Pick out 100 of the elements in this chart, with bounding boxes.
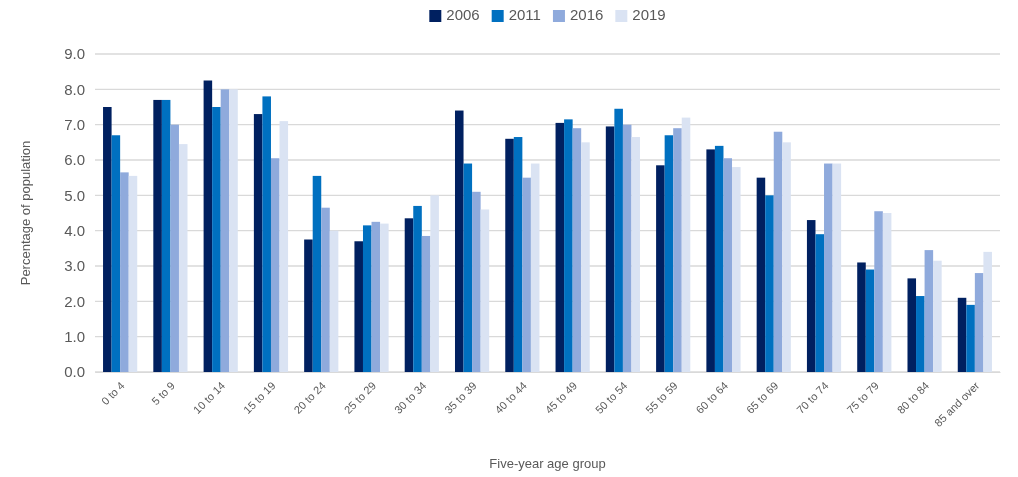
y-tick-label: 8.0 [64, 80, 85, 98]
bar [756, 177, 766, 372]
bar [472, 191, 481, 372]
bar [732, 167, 741, 372]
bar [916, 296, 925, 372]
bar [614, 108, 623, 372]
x-tick-label: 65 to 69 [743, 379, 781, 416]
bar [865, 269, 875, 372]
bar [824, 163, 833, 372]
bar [907, 278, 917, 372]
bar [673, 128, 682, 372]
bar [983, 251, 992, 372]
bar [564, 119, 573, 372]
y-tick-label: 4.0 [64, 221, 85, 239]
x-axis-title: Five-year age group [489, 456, 606, 471]
legend-label: 2016 [569, 6, 604, 23]
x-tick-label: 80 to 84 [894, 379, 932, 416]
y-tick-label: 7.0 [64, 115, 85, 133]
bar [815, 234, 825, 372]
bar [480, 209, 490, 372]
x-tick-label: 15 to 19 [241, 379, 278, 416]
bar [279, 121, 289, 372]
bar [974, 273, 984, 372]
x-tick-label: 60 to 64 [693, 379, 731, 416]
bar [773, 131, 783, 372]
bar [120, 172, 129, 372]
bar [128, 175, 138, 372]
x-tick-label: 55 to 59 [643, 379, 680, 416]
bar [430, 195, 439, 372]
y-tick-label: 6.0 [64, 151, 85, 169]
bar [362, 225, 372, 372]
bar [354, 241, 363, 372]
bar [253, 114, 263, 372]
bar [170, 124, 179, 372]
x-tick-label: 30 to 34 [391, 379, 429, 416]
bar [581, 142, 590, 372]
bar [229, 89, 238, 372]
bar [203, 80, 213, 372]
bar [806, 220, 816, 372]
bar [103, 107, 112, 372]
bar [530, 163, 540, 372]
y-tick-label: 9.0 [64, 45, 85, 63]
bar [404, 218, 414, 372]
bar [463, 163, 473, 372]
y-tick-label: 3.0 [64, 257, 85, 275]
bar [832, 163, 842, 372]
x-tick-label: 10 to 14 [190, 379, 228, 416]
bar [631, 137, 641, 372]
bar [857, 262, 866, 372]
y-tick-label: 2.0 [64, 292, 85, 310]
legend-label: 2019 [632, 6, 666, 23]
x-tick-label: 70 to 74 [794, 379, 831, 416]
bar [220, 89, 230, 372]
x-tick-label: 25 to 29 [341, 379, 379, 416]
bar [513, 137, 523, 372]
bar [966, 304, 975, 372]
bar [270, 158, 280, 372]
x-tick-label: 45 to 49 [542, 379, 580, 416]
bar [161, 99, 171, 372]
bar [765, 195, 774, 372]
bar [329, 230, 339, 372]
bar [178, 144, 188, 372]
bar [522, 177, 531, 372]
bar [312, 175, 322, 372]
bar [212, 107, 221, 372]
bar [706, 149, 715, 372]
bar [882, 213, 892, 372]
legend-label: 2011 [508, 6, 541, 23]
x-tick-label: 0 to 4 [98, 379, 127, 408]
bar [421, 235, 431, 372]
bar [371, 221, 381, 372]
bar [413, 205, 422, 372]
bar [153, 99, 162, 372]
bar [664, 135, 674, 372]
x-tick-label: 35 to 39 [442, 379, 479, 416]
x-tick-label: 75 to 79 [844, 379, 881, 416]
bar [505, 138, 514, 372]
bar [933, 260, 942, 372]
x-tick-label: 40 to 44 [492, 379, 530, 416]
bar [380, 223, 389, 372]
y-tick-label: 1.0 [64, 327, 85, 345]
bar [605, 126, 615, 372]
bar [714, 145, 724, 372]
legend-label: 2006 [446, 6, 480, 23]
bar [681, 117, 691, 372]
bar [262, 96, 271, 372]
bar [782, 142, 791, 372]
x-tick-label: 50 to 54 [592, 379, 630, 416]
bar [723, 158, 733, 372]
bar [622, 124, 632, 372]
bar [555, 122, 565, 372]
y-tick-label: 0.0 [64, 363, 85, 381]
bar [656, 165, 665, 372]
bar [924, 250, 934, 372]
bar [874, 211, 883, 372]
bar [111, 135, 121, 372]
bar [572, 128, 582, 372]
x-tick-label: 20 to 24 [291, 379, 328, 416]
y-tick-label: 5.0 [64, 186, 85, 204]
bar [321, 207, 330, 372]
